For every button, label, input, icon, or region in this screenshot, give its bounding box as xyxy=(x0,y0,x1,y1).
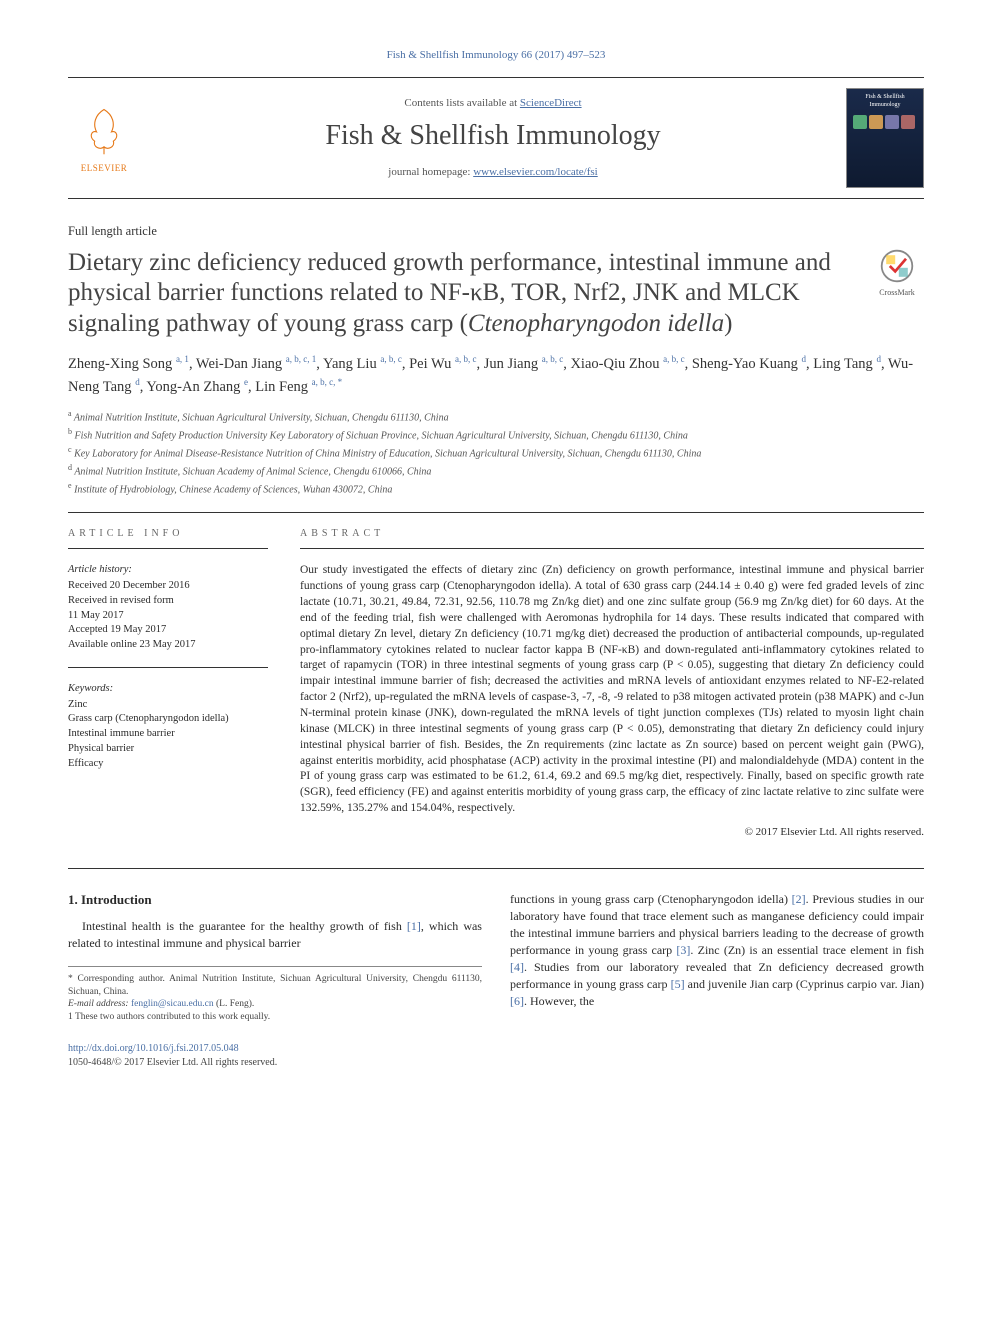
article-type: Full length article xyxy=(68,223,924,240)
title-species: Ctenopharyngodon idella xyxy=(468,310,724,337)
running-head: Fish & Shellfish Immunology 66 (2017) 49… xyxy=(68,48,924,63)
body-text: 1. Introduction Intestinal health is the… xyxy=(68,891,924,1070)
author-list: Zheng-Xing Song a, 1, Wei-Dan Jiang a, b… xyxy=(68,353,924,398)
journal-homepage: journal homepage: www.elsevier.com/locat… xyxy=(140,165,846,180)
body-paragraph: functions in young grass carp (Ctenophar… xyxy=(510,891,924,1010)
title-text-post: ) xyxy=(724,310,732,337)
citation-link[interactable]: [2] xyxy=(792,892,806,906)
email-link[interactable]: fenglin@sicau.edu.cn xyxy=(131,999,214,1009)
corresponding-footnote: * Corresponding author. Animal Nutrition… xyxy=(68,973,482,999)
publisher-logo: ELSEVIER xyxy=(68,102,140,175)
email-who: (L. Feng). xyxy=(214,999,255,1009)
abstract-copyright: © 2017 Elsevier Ltd. All rights reserved… xyxy=(300,825,924,840)
citation-link[interactable]: [4] xyxy=(510,960,524,974)
crossmark-icon xyxy=(879,248,915,284)
footnotes: * Corresponding author. Animal Nutrition… xyxy=(68,966,482,1024)
contents-available: Contents lists available at ScienceDirec… xyxy=(140,96,846,111)
history-text: Received 20 December 2016Received in rev… xyxy=(68,579,268,652)
equal-contrib-footnote: 1 These two authors contributed to this … xyxy=(68,1011,482,1024)
keywords-label: Keywords: xyxy=(68,682,268,696)
article-info: ARTICLE INFO Article history: Received 2… xyxy=(68,527,268,841)
journal-name: Fish & Shellfish Immunology xyxy=(140,117,846,155)
publisher-name: ELSEVIER xyxy=(68,162,140,174)
abstract-label: ABSTRACT xyxy=(300,527,924,541)
citation-link[interactable]: [6] xyxy=(510,994,524,1008)
section-title: Introduction xyxy=(81,892,152,907)
issn-copyright: 1050-4648/© 2017 Elsevier Ltd. All right… xyxy=(68,1057,277,1068)
body-span: and juvenile Jian carp (Cyprinus carpio … xyxy=(685,977,924,991)
section-heading: 1. Introduction xyxy=(68,891,482,909)
abstract: ABSTRACT Our study investigated the effe… xyxy=(300,527,924,841)
contents-prefix: Contents lists available at xyxy=(404,97,519,109)
section-divider xyxy=(68,868,924,869)
elsevier-tree-icon xyxy=(76,102,132,158)
body-span: . Zinc (Zn) is an essential trace elemen… xyxy=(690,943,924,957)
footer-bar: http://dx.doi.org/10.1016/j.fsi.2017.05.… xyxy=(68,1042,482,1070)
email-footnote: E-mail address: fenglin@sicau.edu.cn (L.… xyxy=(68,998,482,1011)
history-label: Article history: xyxy=(68,563,268,577)
body-span: functions in young grass carp (Ctenophar… xyxy=(510,892,792,906)
masthead: ELSEVIER Contents lists available at Sci… xyxy=(68,77,924,199)
article-info-label: ARTICLE INFO xyxy=(68,527,268,541)
doi-link[interactable]: http://dx.doi.org/10.1016/j.fsi.2017.05.… xyxy=(68,1043,239,1054)
homepage-prefix: journal homepage: xyxy=(388,166,473,178)
citation-link[interactable]: [5] xyxy=(671,977,685,991)
article-title: Dietary zinc deficiency reduced growth p… xyxy=(68,248,852,340)
abstract-text: Our study investigated the effects of di… xyxy=(300,563,924,817)
journal-cover-thumb: Fish & ShellfishImmunology xyxy=(846,88,924,188)
sciencedirect-link[interactable]: ScienceDirect xyxy=(520,97,582,109)
homepage-link[interactable]: www.elsevier.com/locate/fsi xyxy=(473,166,598,178)
body-span: Intestinal health is the guarantee for t… xyxy=(82,919,407,933)
affiliations: a Animal Nutrition Institute, Sichuan Ag… xyxy=(68,408,924,497)
body-span: . However, the xyxy=(524,994,594,1008)
crossmark-label: CrossMark xyxy=(870,288,924,299)
citation-link[interactable]: [1] xyxy=(407,919,421,933)
keywords-text: ZincGrass carp (Ctenopharyngodon idella)… xyxy=(68,698,268,771)
divider xyxy=(68,512,924,513)
crossmark-badge[interactable]: CrossMark xyxy=(870,248,924,299)
citation-link[interactable]: [3] xyxy=(676,943,690,957)
section-number: 1. xyxy=(68,892,78,907)
body-paragraph: Intestinal health is the guarantee for t… xyxy=(68,918,482,952)
email-label: E-mail address: xyxy=(68,999,131,1009)
